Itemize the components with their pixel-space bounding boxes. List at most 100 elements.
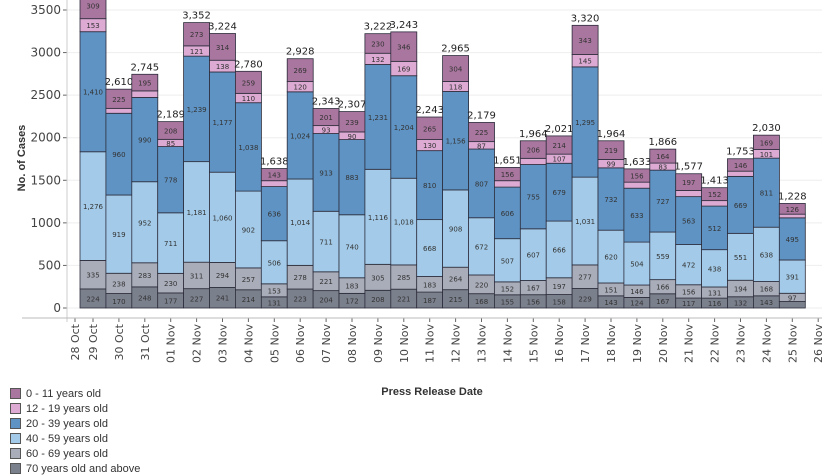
bar-segment [364,64,392,170]
segment-label: 93 [322,127,331,135]
x-tick-label: 11 Nov [424,324,437,363]
segment-label: 153 [86,22,99,30]
legend-item[interactable]: 0 - 11 years old [10,386,140,401]
segment-label: 156 [682,288,696,296]
segment-label: 1,060 [212,214,232,222]
x-tick-label: 21 Nov [683,324,696,363]
segment-label: 230 [164,280,177,288]
bar-segment [519,157,547,165]
segment-label: 97 [788,294,797,302]
y-tick-label: 3000 [30,46,61,60]
bar-segment [390,31,418,62]
legend-item[interactable]: 60 - 69 years old [10,446,140,461]
segment-label: 1,410 [83,89,103,97]
x-tick-label: 26 Nov [812,324,825,363]
legend-item[interactable]: 20 - 39 years old [10,416,140,431]
bar-segment [131,181,159,264]
total-label: 1,577 [674,162,703,173]
y-tick-label: 2000 [30,131,61,145]
bar-segment [623,241,651,286]
segment-label: 727 [656,198,669,206]
segment-label: 146 [734,162,748,170]
y-tick-label: 500 [38,258,61,272]
y-axis-title: No. of Cases [16,124,28,192]
bar-segment [571,66,599,178]
total-label: 2,030 [752,123,781,134]
bar-segment [364,168,392,265]
bar-segment [131,73,159,92]
x-tick-label: 25 Nov [786,324,799,363]
legend-item[interactable]: 40 - 59 years old [10,431,140,446]
bar-segment [338,139,366,216]
bar-segment [260,186,288,242]
legend-item[interactable]: 12 - 19 years old [10,401,140,416]
legend-label: 60 - 69 years old [26,447,108,460]
x-tick-label: 10 Nov [398,324,411,363]
total-label: 1,228 [778,191,807,202]
x-tick-label: 28 Oct [69,323,82,360]
bar-segment [416,219,444,277]
segment-label: 606 [501,210,515,218]
segment-label: 85 [166,140,175,148]
total-label: 3,243 [389,20,418,31]
segment-label: 126 [786,206,800,214]
bar-segment [778,213,806,219]
segment-label: 225 [112,96,125,104]
segment-label: 195 [138,80,151,88]
segment-label: 304 [449,65,463,73]
bar-segment [493,238,521,283]
segment-label: 919 [112,231,125,239]
segment-label: 215 [449,296,462,304]
x-tick-label: 02 Nov [191,324,204,363]
segment-label: 811 [760,190,773,198]
segment-label: 221 [319,278,332,286]
x-tick-label: 01 Nov [165,324,178,363]
segment-label: 194 [734,286,748,294]
bar-segment [778,203,806,215]
segment-label: 225 [475,129,488,137]
total-label: 1,964 [597,129,626,140]
segment-label: 1,116 [368,214,389,222]
total-label: 2,928 [286,47,315,58]
y-tick-label: 2500 [30,88,61,102]
segment-label: 132 [734,299,747,307]
segment-label: 169 [397,66,410,74]
segment-label: 107 [553,156,566,164]
segment-label: 314 [216,44,230,52]
segment-label: 438 [708,265,721,273]
segment-label: 1,018 [394,219,414,227]
segment-label: 1,031 [575,218,595,226]
segment-label: 902 [242,226,255,234]
total-label: 2,780 [234,59,263,70]
segment-label: 1,239 [187,106,207,114]
bar-segment [79,0,107,20]
legend-swatch [10,418,21,429]
segment-label: 620 [604,254,617,262]
segment-label: 110 [242,95,255,103]
segment-label: 229 [578,295,591,303]
segment-label: 143 [604,299,617,307]
bar-segment [338,214,366,279]
segment-label: 638 [760,251,773,259]
segment-label: 343 [578,37,591,45]
segment-label: 732 [604,196,617,204]
segment-label: 121 [190,48,203,56]
segment-label: 672 [475,243,488,251]
segment-label: 636 [268,211,282,219]
segment-label: 248 [138,294,151,302]
segment-label: 177 [164,297,177,305]
segment-label: 810 [423,182,436,190]
total-label: 2,021 [545,124,574,135]
bar-segment [105,107,133,114]
legend-swatch [10,448,21,459]
segment-label: 1,014 [290,219,311,227]
segment-label: 711 [319,239,332,247]
bar-segment [675,173,703,191]
total-label: 2,179 [467,110,496,121]
legend-item[interactable]: 70 years old and above [10,461,140,476]
segment-label: 1,024 [290,132,311,140]
segment-label: 221 [397,296,410,304]
bar-segment [105,112,133,196]
segment-label: 294 [216,272,230,280]
total-label: 3,222 [364,22,393,33]
